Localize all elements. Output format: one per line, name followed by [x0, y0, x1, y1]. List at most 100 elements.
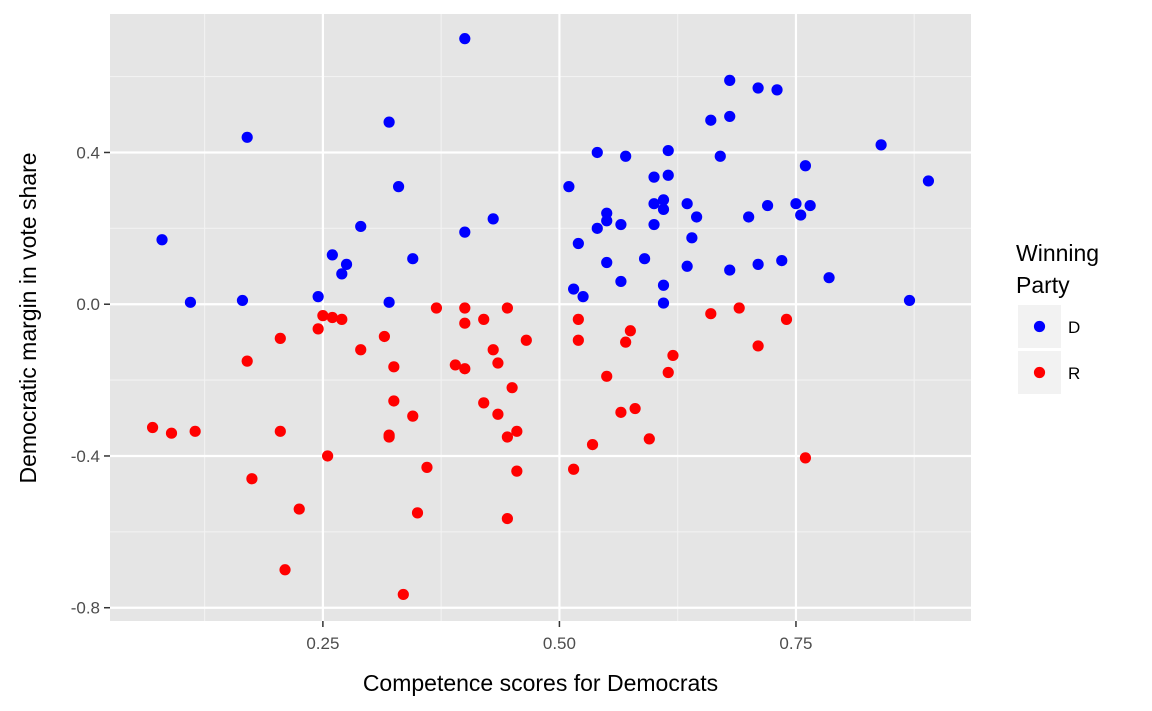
data-point-D	[752, 82, 764, 94]
data-point-R	[572, 313, 584, 325]
data-point-D	[724, 74, 736, 86]
data-point-R	[615, 406, 627, 418]
y-tick-label: -0.8	[71, 599, 100, 618]
data-point-D	[620, 150, 632, 162]
data-point-R	[312, 323, 324, 335]
data-point-D	[591, 146, 603, 159]
data-point-R	[355, 344, 367, 356]
data-point-R	[421, 461, 433, 473]
data-point-D	[312, 291, 324, 303]
data-point-D	[336, 268, 348, 280]
data-point-R	[511, 465, 523, 477]
data-point-D	[615, 218, 627, 231]
x-tick-label: 0.75	[779, 634, 812, 653]
data-point-D	[657, 203, 670, 215]
data-point-R	[322, 450, 334, 462]
legend-marker	[1033, 320, 1046, 333]
data-point-R	[478, 397, 490, 409]
data-point-D	[799, 160, 812, 172]
data-point-D	[487, 213, 499, 225]
data-point-R	[501, 431, 513, 443]
data-point-D	[568, 283, 580, 295]
data-point-D	[903, 294, 916, 307]
data-point-D	[662, 169, 674, 181]
data-point-R	[274, 332, 286, 344]
data-point-D	[326, 249, 338, 261]
data-point-D	[681, 260, 693, 272]
data-point-D	[563, 181, 575, 193]
data-point-R	[336, 313, 348, 325]
y-axis-title: Democratic margin in vote share	[15, 152, 41, 483]
data-point-D	[648, 218, 660, 231]
data-point-D	[705, 114, 717, 126]
data-point-R	[487, 344, 499, 356]
data-point-D	[383, 296, 395, 308]
data-point-D	[662, 144, 674, 157]
data-point-D	[577, 291, 589, 303]
data-point-D	[691, 211, 703, 223]
data-point-R	[501, 302, 513, 314]
data-point-D	[776, 254, 788, 267]
data-point-R	[326, 311, 338, 324]
major-gridlines	[110, 14, 971, 621]
data-point-D	[771, 84, 783, 96]
data-point-R	[705, 308, 717, 320]
data-point-R	[449, 359, 461, 371]
data-point-R	[511, 425, 523, 437]
data-point-R	[430, 302, 443, 314]
data-point-R	[780, 313, 793, 325]
legend-title-line-1: Winning	[1016, 240, 1099, 266]
data-point-R	[293, 503, 305, 515]
data-point-R	[146, 421, 159, 434]
data-point-D	[591, 222, 603, 234]
data-point-D	[615, 275, 627, 288]
data-point-D	[340, 258, 353, 270]
x-axis-ticks: 0.25 0.50 0.75	[306, 621, 813, 653]
data-point-R	[274, 425, 286, 437]
data-point-D	[638, 253, 651, 265]
data-point-R	[459, 363, 471, 375]
data-point-D	[724, 264, 736, 276]
data-point-D	[459, 33, 471, 45]
data-point-R	[397, 588, 409, 601]
data-point-D	[790, 198, 802, 210]
data-point-R	[620, 336, 632, 348]
data-point-D	[392, 181, 405, 193]
data-point-R	[572, 334, 584, 346]
data-point-D	[407, 253, 419, 265]
data-point-D	[601, 256, 613, 269]
data-point-D	[657, 279, 670, 291]
data-point-D	[804, 199, 816, 212]
y-tick-label: -0.4	[71, 447, 100, 466]
data-point-R	[189, 425, 201, 437]
data-point-R	[165, 427, 178, 439]
legend-entries: DR	[1018, 305, 1080, 394]
data-point-D	[601, 215, 613, 227]
data-point-R	[733, 302, 745, 314]
data-point-R	[799, 452, 812, 464]
data-point-D	[241, 131, 253, 143]
data-points	[146, 33, 935, 601]
data-point-R	[643, 433, 655, 445]
legend-label: R	[1068, 364, 1080, 383]
data-point-R	[459, 302, 471, 314]
x-tick-label: 0.50	[543, 634, 576, 653]
data-point-D	[236, 294, 249, 307]
data-point-R	[520, 334, 532, 346]
data-point-D	[752, 258, 764, 270]
data-point-D	[795, 209, 807, 221]
data-point-R	[568, 463, 580, 475]
data-point-R	[246, 473, 258, 485]
data-point-R	[586, 438, 599, 451]
y-tick-label: 0.4	[76, 143, 100, 162]
data-point-R	[241, 355, 253, 367]
data-point-R	[411, 507, 424, 519]
data-point-D	[823, 272, 835, 284]
data-point-D	[383, 116, 395, 128]
legend-title-line-2: Party	[1016, 272, 1070, 298]
y-axis-ticks: -0.8 -0.4 0.0 0.4	[71, 143, 110, 618]
data-point-R	[624, 325, 636, 337]
data-point-R	[317, 310, 329, 322]
data-point-D	[686, 232, 698, 244]
